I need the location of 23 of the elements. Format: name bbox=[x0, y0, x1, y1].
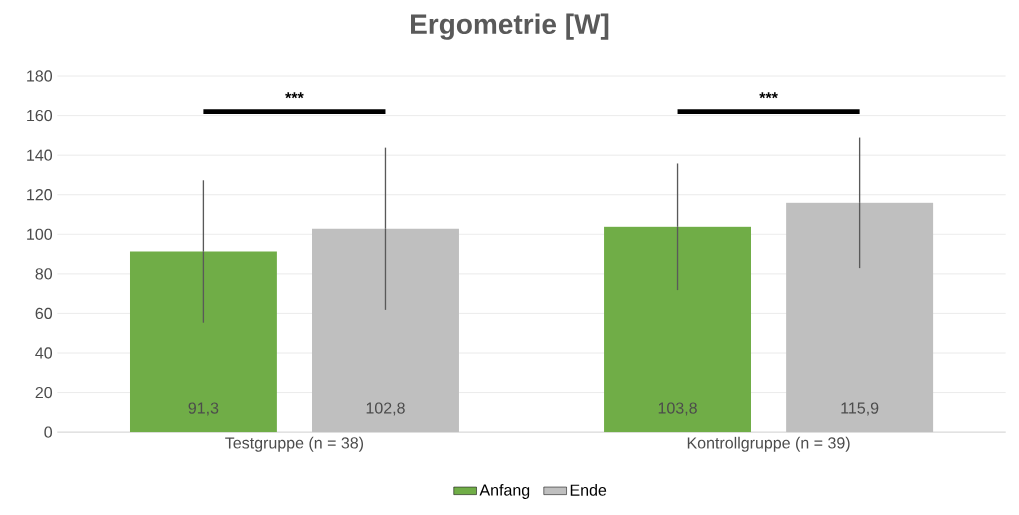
x-tick-label: Testgruppe (n = 38) bbox=[225, 436, 364, 452]
data-label: 91,3 bbox=[188, 402, 219, 416]
y-tick-label: 120 bbox=[27, 189, 53, 201]
x-tick-label: Kontrollgruppe (n = 39) bbox=[687, 436, 850, 452]
bar bbox=[129, 251, 277, 433]
annotation: *** bbox=[759, 92, 778, 99]
y-tick-label: 40 bbox=[35, 347, 53, 359]
y-tick-label: 20 bbox=[35, 386, 53, 399]
legend-label: Anfang bbox=[479, 484, 530, 500]
y-tick-label: 160 bbox=[27, 110, 53, 122]
data-label: 103,8 bbox=[658, 402, 697, 416]
bar bbox=[604, 226, 752, 433]
y-tick-label: 180 bbox=[27, 70, 53, 82]
chart-title: Ergometrie [W] bbox=[411, 13, 609, 40]
data-label: 115,9 bbox=[841, 402, 879, 416]
y-tick-label: 140 bbox=[27, 149, 53, 161]
data-label: 102,8 bbox=[366, 402, 405, 416]
y-tick-label: 80 bbox=[35, 268, 53, 280]
y-tick-label: 100 bbox=[27, 228, 53, 241]
y-tick-label: 60 bbox=[35, 307, 53, 320]
y-tick-label: 0 bbox=[44, 426, 53, 438]
legend-label: Ende bbox=[570, 484, 607, 496]
annotation: *** bbox=[285, 92, 304, 99]
